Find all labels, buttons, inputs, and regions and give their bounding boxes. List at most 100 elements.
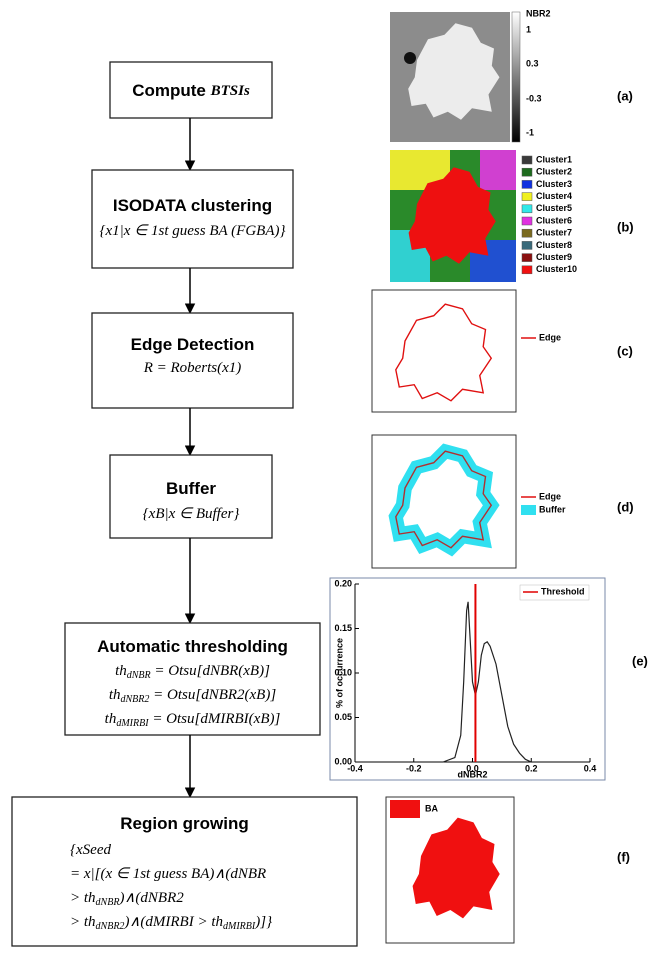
formula-line: thdMIRBI = Otsu[dMIRBI(xB)] <box>105 711 281 729</box>
legend-swatch <box>390 800 420 818</box>
formula-text: {x1|x ∈ 1st guess BA (FGBA)} <box>100 223 286 239</box>
panel-label: (f) <box>617 849 630 864</box>
formula-line: {xB|x ∈ Buffer} <box>143 506 240 522</box>
step-title-text: Region growing <box>120 814 248 833</box>
legend-label: Cluster2 <box>536 167 572 177</box>
x-tick-label: 0.4 <box>584 763 597 773</box>
step-title: Buffer <box>166 479 216 498</box>
formula-line: {x1|x ∈ 1st guess BA (FGBA)} <box>100 223 286 239</box>
legend-swatch <box>521 253 533 262</box>
legend-swatch <box>521 505 536 515</box>
formula-line: > thdNBR2)∧(dMIRBI > thdMIRBI)]} <box>70 914 272 932</box>
formula-line: > thdNBR)∧(dNBR2 <box>70 890 184 908</box>
legend-swatch <box>521 192 533 201</box>
legend-swatch <box>521 265 533 275</box>
step-title: Compute BTSIs <box>132 81 250 100</box>
legend-swatch <box>521 216 533 226</box>
legend-label: Cluster4 <box>536 191 572 201</box>
subscript: dMIRBI <box>223 921 256 932</box>
legend-label: Cluster5 <box>536 203 572 213</box>
formula-text: > th <box>70 914 96 930</box>
colorbar-tick: -0.3 <box>526 93 542 103</box>
step-title-text: Automatic thresholding <box>97 637 288 656</box>
formula-line: thdNBR2 = Otsu[dNBR2(xB)] <box>109 687 277 705</box>
y-tick-label: 0.00 <box>334 756 352 766</box>
step-title: Automatic thresholding <box>97 637 288 656</box>
legend-label: Cluster6 <box>536 215 572 225</box>
legend-label: Cluster1 <box>536 154 572 164</box>
subscript: dNBR <box>96 897 120 908</box>
legend-swatch <box>521 228 533 238</box>
y-tick-label: 0.10 <box>334 667 352 677</box>
legend-box <box>519 584 590 601</box>
x-tick-label: 0.2 <box>525 763 538 773</box>
image-a <box>390 11 521 143</box>
legend-label: Cluster9 <box>536 252 572 262</box>
formula-line: {xSeed <box>70 842 111 858</box>
formula-text: {xSeed <box>70 842 111 858</box>
step-title: Edge Detection <box>131 335 255 354</box>
image-b <box>390 150 516 282</box>
formula-text: th <box>109 687 121 703</box>
step-title: ISODATA clustering <box>113 196 272 215</box>
legend-label: Cluster8 <box>536 240 572 250</box>
data-line <box>442 601 532 763</box>
formula-text: R = Roberts(x1) <box>143 360 242 376</box>
step-title-text: ISODATA clustering <box>113 196 272 215</box>
process-box <box>91 312 294 409</box>
colorbar-title: NBR2 <box>526 8 551 18</box>
step-title-math: BTSIs <box>210 83 250 99</box>
formula-line: R = Roberts(x1) <box>143 360 242 376</box>
formula-text: = Otsu[dMIRBI(xB)] <box>149 711 281 727</box>
y-axis-label: % of occurrence <box>334 638 344 708</box>
process-box <box>11 796 358 947</box>
step-title-text: Buffer <box>166 479 216 498</box>
formula-text: = x|[(x ∈ 1st guess BA)∧(dNBR <box>70 866 266 882</box>
step-title-text: Compute <box>132 81 206 100</box>
formula-line: = x|[(x ∈ 1st guess BA)∧(dNBR <box>70 866 266 882</box>
panel-label: (b) <box>617 219 634 234</box>
y-tick-label: 0.20 <box>334 578 352 588</box>
legend-label: Threshold <box>541 586 585 596</box>
formula-text: = Otsu[dNBR2(xB)] <box>149 687 276 703</box>
legend-label: BA <box>425 803 438 813</box>
subscript: dNBR <box>127 670 151 681</box>
formula-text: th <box>115 663 127 679</box>
subscript: dMIRBI <box>116 718 149 729</box>
panel-label: (a) <box>617 88 633 103</box>
colorbar-tick: -1 <box>526 127 534 137</box>
step-title-text: Edge Detection <box>131 335 255 354</box>
legend-label: Cluster10 <box>536 264 577 274</box>
panel-label: (c) <box>617 343 633 358</box>
x-tick-label: 0.0 <box>466 763 479 773</box>
y-tick-label: 0.05 <box>334 712 352 722</box>
legend-swatch <box>521 155 533 165</box>
x-tick-label: -0.2 <box>406 763 422 773</box>
legend-label: Cluster7 <box>536 228 572 238</box>
panel-label: (d) <box>617 499 634 514</box>
formula-text: th <box>105 711 117 727</box>
legend-label: Edge <box>539 491 561 501</box>
panel-label: (e) <box>632 653 648 668</box>
formula-text: = Otsu[dNBR(xB)] <box>151 663 270 679</box>
formula-text: )]} <box>254 914 272 930</box>
panel-e-frame <box>329 577 606 781</box>
process-box <box>109 454 273 539</box>
legend-label: Cluster3 <box>536 179 572 189</box>
colorbar-tick: 1 <box>526 24 531 34</box>
legend-swatch <box>521 241 533 250</box>
formula-text: )∧(dMIRBI > th <box>123 914 223 930</box>
formula-text: > th <box>70 890 96 906</box>
colorbar-tick: 0.3 <box>526 58 539 68</box>
formula-line: thdNBR = Otsu[dNBR(xB)] <box>115 663 270 681</box>
legend-label: Edge <box>539 332 561 342</box>
subscript: dNBR2 <box>121 694 150 705</box>
legend-swatch <box>521 180 533 189</box>
formula-text: {xB|x ∈ Buffer} <box>143 506 240 522</box>
process-box <box>64 622 321 736</box>
legend-swatch <box>521 204 533 214</box>
formula-text: )∧(dNBR2 <box>118 890 184 906</box>
process-box <box>91 169 294 269</box>
x-tick-label: -0.4 <box>347 763 363 773</box>
